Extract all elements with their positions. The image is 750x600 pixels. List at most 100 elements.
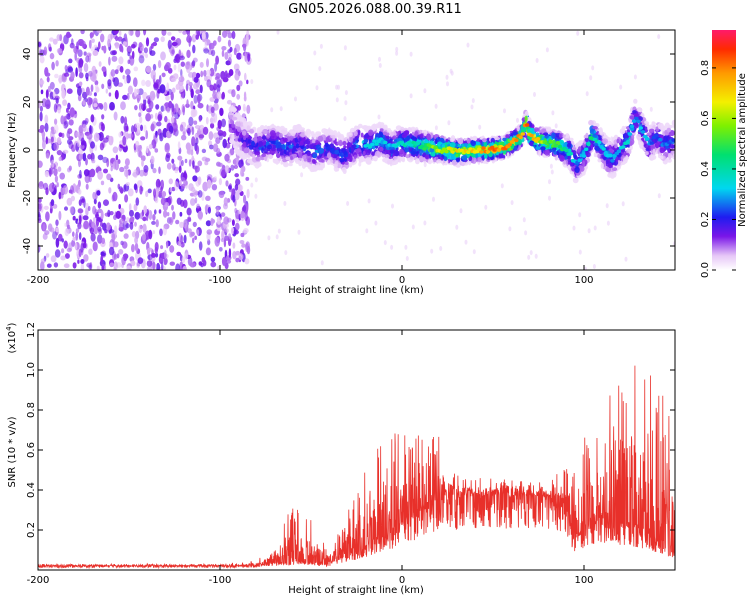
noise-blob <box>247 53 251 62</box>
signal-blob <box>538 150 541 157</box>
noise-blob <box>88 91 93 96</box>
signal-blob <box>324 142 329 148</box>
noise-blob <box>43 182 49 190</box>
noise-blob <box>166 212 170 217</box>
noise-blob <box>589 75 593 81</box>
noise-blob <box>55 60 59 67</box>
noise-blob <box>167 31 172 36</box>
noise-blob <box>186 49 191 59</box>
signal-blob <box>327 159 331 165</box>
ridge-point <box>632 119 637 123</box>
noise-blob <box>82 100 86 106</box>
signal-blob <box>304 131 308 136</box>
colorbar-tick-label: 0.8 <box>700 60 711 76</box>
signal-blob <box>366 158 372 165</box>
noise-blob <box>186 144 191 154</box>
signal-blob <box>672 122 675 129</box>
noise-blob <box>161 191 167 198</box>
noise-blob <box>152 214 156 221</box>
noise-blob <box>166 107 171 113</box>
signal-blob <box>298 160 303 167</box>
noise-blob <box>576 30 580 36</box>
noise-blob <box>315 85 319 91</box>
colorbar-label: Normalized spectral amplitude <box>737 73 748 227</box>
noise-blob <box>61 248 65 254</box>
y-tick-label: 0.4 <box>26 482 37 498</box>
noise-blob <box>124 169 129 177</box>
noise-blob <box>75 228 80 233</box>
noise-blob <box>232 194 236 203</box>
signal-blob <box>252 137 258 142</box>
noise-blob <box>377 114 381 120</box>
noise-blob <box>45 211 50 222</box>
signal-blob <box>434 138 438 145</box>
noise-blob <box>147 265 153 270</box>
signal-blob <box>237 112 241 120</box>
signal-blob <box>278 133 283 139</box>
noise-blob <box>223 238 227 248</box>
signal-blob <box>584 137 590 143</box>
noise-blob <box>134 105 138 111</box>
signal-blob <box>625 155 629 162</box>
noise-blob <box>77 138 81 148</box>
noise-blob <box>209 42 215 50</box>
noise-blob <box>206 179 212 189</box>
noise-blob <box>202 126 209 135</box>
signal-blob <box>423 129 428 137</box>
noise-blob <box>472 249 476 255</box>
signal-blob <box>281 143 286 150</box>
noise-blob <box>572 225 576 231</box>
noise-blob <box>131 44 136 49</box>
noise-blob <box>105 88 109 94</box>
noise-blob <box>165 61 171 70</box>
ridge-point <box>466 150 471 154</box>
noise-blob <box>197 190 203 198</box>
noise-blob <box>235 257 240 263</box>
noise-blob <box>409 51 413 57</box>
signal-blob <box>231 123 236 128</box>
noise-blob <box>93 132 100 142</box>
noise-blob <box>224 51 229 60</box>
signal-blob <box>362 150 366 156</box>
noise-blob <box>119 187 124 194</box>
noise-blob <box>49 37 54 42</box>
noise-blob <box>62 149 69 154</box>
noise-blob <box>85 55 90 63</box>
noise-blob <box>156 262 161 270</box>
noise-blob <box>153 81 159 90</box>
signal-blob <box>597 158 602 163</box>
noise-blob <box>53 103 58 113</box>
noise-blob <box>86 132 93 140</box>
noise-blob <box>378 63 382 68</box>
noise-blob <box>191 126 195 136</box>
noise-blob <box>58 156 63 162</box>
noise-blob <box>83 169 90 177</box>
signal-blob <box>588 119 594 126</box>
noise-blob <box>344 100 348 106</box>
signal-blob <box>574 166 580 173</box>
noise-blob <box>138 88 144 96</box>
noise-blob <box>186 35 193 43</box>
noise-blob <box>245 176 250 181</box>
signal-blob <box>379 132 383 136</box>
signal-blob <box>633 113 640 118</box>
noise-blob <box>131 231 137 238</box>
noise-blob <box>313 50 317 56</box>
noise-blob <box>54 175 59 183</box>
noise-blob <box>148 100 154 110</box>
noise-blob <box>450 70 454 76</box>
noise-blob <box>187 217 192 222</box>
noise-blob <box>129 55 133 60</box>
noise-blob <box>60 193 64 199</box>
signal-blob <box>292 146 296 150</box>
signal-blob <box>311 139 316 144</box>
noise-blob <box>205 195 211 201</box>
noise-blob <box>96 211 99 217</box>
noise-blob <box>164 257 168 265</box>
noise-blob <box>217 265 221 270</box>
signal-blob <box>391 131 397 137</box>
noise-blob <box>205 220 212 227</box>
noise-blob <box>90 232 96 242</box>
noise-blob <box>183 199 188 209</box>
noise-blob <box>527 254 531 260</box>
